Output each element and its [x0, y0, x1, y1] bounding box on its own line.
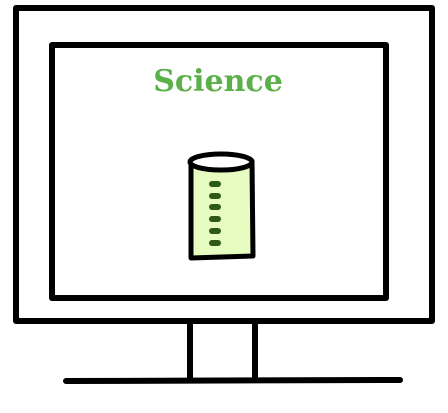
screen-title: Science [153, 64, 283, 99]
beaker-rim [187, 151, 255, 173]
beaker-measure-marks [209, 181, 221, 246]
monitor-stand-neck [187, 318, 258, 383]
monitor-base [63, 377, 403, 384]
beaker-body [188, 158, 256, 261]
graduated-cylinder-icon [187, 151, 256, 261]
